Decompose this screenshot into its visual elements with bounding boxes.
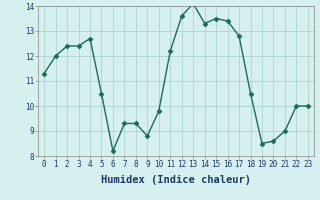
X-axis label: Humidex (Indice chaleur): Humidex (Indice chaleur) [101,175,251,185]
